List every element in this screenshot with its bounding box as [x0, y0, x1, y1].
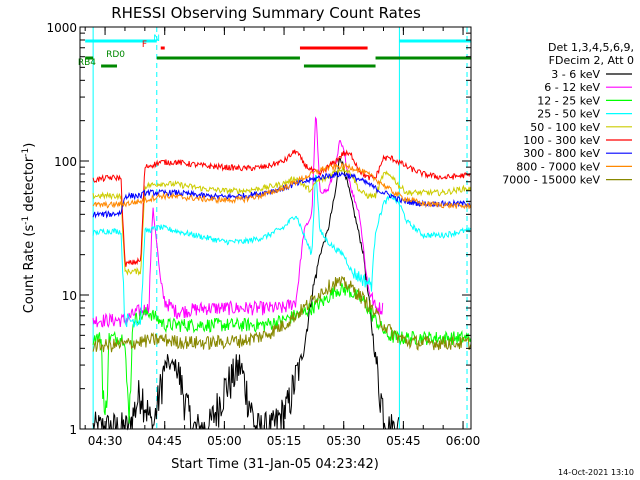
flag-label-n: N: [153, 34, 160, 44]
legend-label-12-25-kev: 12 - 25 keV: [537, 94, 600, 107]
y-axis-label-mid: detector: [22, 156, 37, 216]
y-axis-label-end: ): [22, 143, 37, 148]
y-tick-label-2: 100: [54, 155, 77, 169]
y-tick-label-1: 10: [62, 289, 77, 303]
x-tick-label-1: 04:45: [147, 434, 182, 448]
legend-label-100-300-kev: 100 - 300 keV: [523, 134, 600, 147]
legend-header-line2: FDecim 2, Att 0: [549, 54, 634, 67]
legend: Det 1,3,4,5,6,9, FDecim 2, Att 0 3 - 6 k…: [502, 41, 634, 187]
flag-label-rd0: RD0: [106, 50, 125, 60]
flag-label-f: F: [142, 40, 147, 50]
x-tick-label-2: 05:00: [207, 434, 242, 448]
legend-label-7000-15000-kev: 7000 - 15000 keV: [502, 174, 600, 187]
chart-title: RHESSI Observing Summary Count Rates: [111, 4, 421, 22]
series-lines: [92, 116, 472, 431]
y-axis-label-sup2: -1: [21, 148, 31, 157]
flag-bars: NF RD0 RB4: [78, 34, 471, 68]
series-line-7000-15000-kev: [92, 275, 472, 353]
legend-label-6-12-kev: 6 - 12 keV: [544, 81, 600, 94]
series-line-100-300-kev: [92, 149, 471, 267]
flag-label-rb4: RB4: [78, 58, 96, 68]
legend-header-line1: Det 1,3,4,5,6,9,: [548, 41, 634, 54]
legend-label-800-7000-kev: 800 - 7000 keV: [516, 160, 600, 173]
y-axis-label: Count Rate (s-1 detector-1): [21, 143, 37, 314]
y-tick-label-0: 1: [69, 423, 77, 437]
x-axis-label: Start Time (31-Jan-05 04:23:42): [171, 457, 379, 472]
x-tick-label-6: 06:00: [446, 434, 481, 448]
series-line-50-100-kev: [92, 166, 472, 276]
series-line-12-25-kev: [92, 283, 472, 424]
series-line-3-6-kev: [92, 158, 400, 431]
series-line-25-50-kev: [92, 174, 472, 328]
y-axis-ticks: 1 10 100 1000: [46, 21, 471, 437]
legend-label-3-6-kev: 3 - 6 keV: [551, 68, 600, 81]
x-tick-label-3: 05:15: [267, 434, 302, 448]
x-axis-ticks: 04:30 04:45 05:00 05:15 05:30 05:45 06:00: [84, 27, 481, 448]
y-axis-label-main: Count Rate (s: [22, 225, 37, 314]
legend-label-300-800-kev: 300 - 800 keV: [523, 147, 600, 160]
x-tick-label-4: 05:30: [326, 434, 361, 448]
y-tick-label-3: 1000: [46, 21, 77, 35]
y-axis-label-sup1: -1: [21, 216, 31, 225]
x-tick-label-5: 05:45: [386, 434, 421, 448]
legend-label-50-100-kev: 50 - 100 keV: [530, 121, 600, 134]
series-line-800-7000-kev: [92, 162, 472, 210]
timestamp: 14-Oct-2021 13:10: [558, 468, 634, 477]
plot-frame: [79, 26, 472, 430]
legend-label-25-50-kev: 25 - 50 keV: [537, 108, 600, 121]
x-tick-label-0: 04:30: [88, 434, 123, 448]
